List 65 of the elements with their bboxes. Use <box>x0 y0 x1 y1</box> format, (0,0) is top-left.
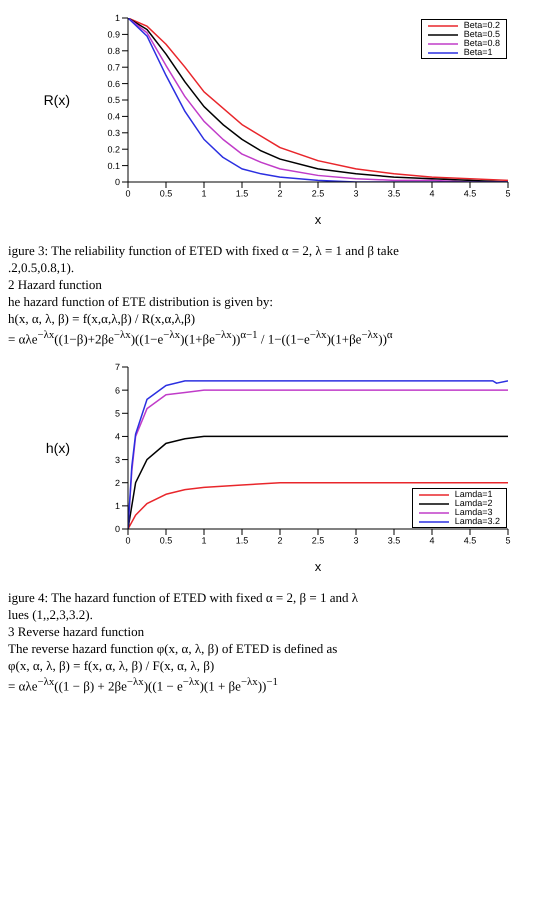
y-tick-label: 0.5 <box>107 95 120 106</box>
text: 3 Reverse hazard function <box>8 623 146 640</box>
y-tick-label: 0.7 <box>107 62 120 72</box>
x-tick-label: 4 <box>429 188 435 198</box>
text: h(x, α, λ, β) = f(x,α,λ,β) / R(x,α,λ,β) <box>8 310 196 327</box>
y-tick-label: 0.3 <box>107 128 120 138</box>
x-tick-label: 2 <box>277 536 283 546</box>
y-tick-label: 0 <box>114 524 120 535</box>
x-tick-label: 1 <box>201 188 207 198</box>
legend-label: Lamda=1 <box>454 489 492 500</box>
x-tick-label: 3.5 <box>388 536 400 546</box>
x-tick-label: 2.5 <box>312 188 324 198</box>
y-tick-label: 0.2 <box>107 144 120 154</box>
x-tick-label: 1.5 <box>236 188 248 198</box>
text: The reverse hazard function φ(x, α, λ, β) of ETED is defined as <box>8 640 338 658</box>
y-tick-label: 1 <box>114 13 120 24</box>
y-tick-label: 0.8 <box>107 46 120 56</box>
x-tick-label: 3 <box>353 188 359 198</box>
legend-label: Lamda=3.2 <box>454 516 500 526</box>
legend-label: Beta=0.8 <box>464 38 500 48</box>
y-tick-label: 5 <box>114 408 120 419</box>
x-tick-label: 4 <box>429 536 435 546</box>
text: lues (1,,2,3,3.2). <box>8 606 94 624</box>
legend-label: Lamda=3 <box>454 507 492 518</box>
legend-label: Beta=1 <box>464 47 492 57</box>
legend-label: Beta=0.2 <box>464 20 500 30</box>
text: = αλe$^{−λx}$((1−β)+2βe$^{−λx}$)((1−e$^{−λx}$)(1+βe$^{−λx}$))$^{α−1}$ / 1−((1−e$^{−λx}$)(1+βe$^{−λx}$))$^{α}$ <box>8 329 393 346</box>
x-tick-label: 0.5 <box>160 536 172 546</box>
y-tick-label: 2 <box>114 478 120 488</box>
x-tick-label: 2 <box>277 188 283 198</box>
y-tick-label: 0.1 <box>107 160 120 171</box>
text: igure 3: The reliability function of ETED with fixed α = 2, λ = 1 and β take <box>8 242 400 259</box>
y-tick-label: 0.4 <box>107 112 120 122</box>
x-tick-label: 5 <box>505 536 511 546</box>
legend-label: Lamda=2 <box>454 498 492 508</box>
text: = αλe$^{−λx}$((1 − β) + 2βe$^{−λx}$)((1 − e$^{−λx}$)(1 + βe$^{−λx}$))$^{−1}$ <box>8 676 278 694</box>
y-tick-label: 4 <box>114 432 120 442</box>
x-tick-label: 2.5 <box>312 536 324 546</box>
y-tick-label: 7 <box>114 362 120 373</box>
y-tick-label: 0.6 <box>107 78 120 89</box>
x-tick-label: 5 <box>505 188 511 198</box>
legend-label: Beta=0.5 <box>464 29 500 39</box>
y-tick-label: 0.9 <box>107 30 120 40</box>
x-tick-label: 0 <box>125 188 131 198</box>
x-tick-label: 3 <box>353 536 359 546</box>
y-tick-label: 1 <box>114 501 120 512</box>
x-tick-label: 3.5 <box>388 188 400 198</box>
text: φ(x, α, λ, β) = f(x, α, λ, β) / F(x, α, λ, β) <box>8 657 216 674</box>
y-tick-label: 3 <box>114 455 120 466</box>
x-tick-label: 1.5 <box>236 536 248 546</box>
x-axis-title: x <box>314 212 322 227</box>
y-axis-title: h(x) <box>46 440 70 456</box>
x-tick-label: 0 <box>125 536 131 546</box>
x-tick-label: 0.5 <box>160 188 172 198</box>
x-axis-title: x <box>314 559 322 574</box>
y-axis-title: R(x) <box>44 92 70 108</box>
text: .2,0.5,0.8,1). <box>8 259 76 276</box>
text: he hazard function of ETE distribution is given by: <box>8 293 274 310</box>
y-tick-label: 0 <box>114 177 120 188</box>
x-tick-label: 1 <box>201 536 207 546</box>
text: 2 Hazard function <box>8 276 103 293</box>
x-tick-label: 4.5 <box>464 536 476 546</box>
text: igure 4: The hazard function of ETED with fixed α = 2, β = 1 and λ <box>8 589 360 606</box>
x-tick-label: 4.5 <box>464 188 476 198</box>
y-tick-label: 6 <box>114 386 120 396</box>
